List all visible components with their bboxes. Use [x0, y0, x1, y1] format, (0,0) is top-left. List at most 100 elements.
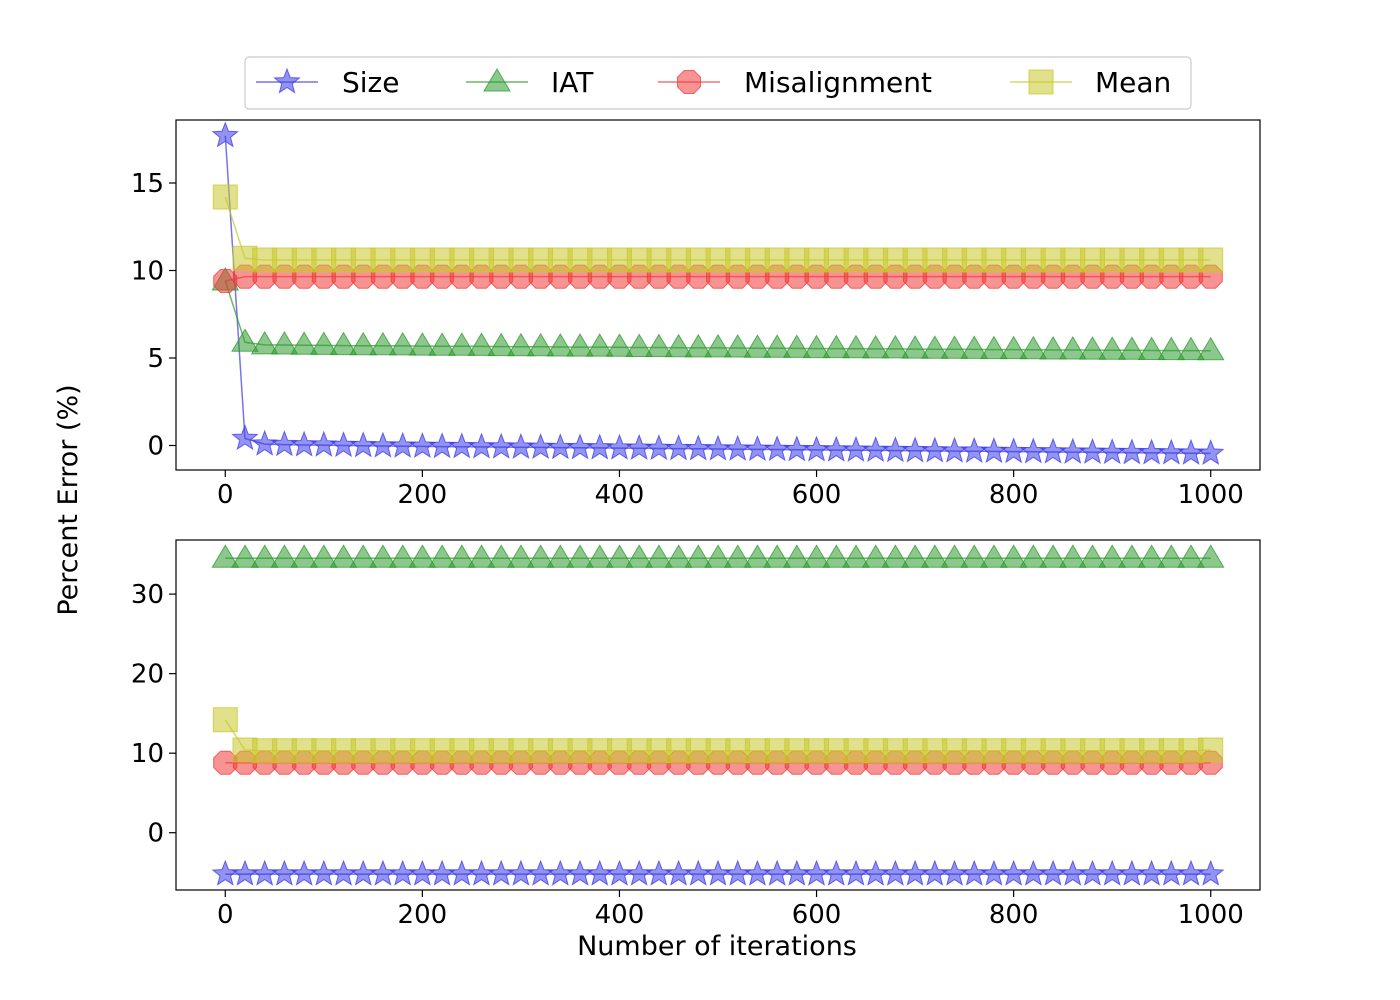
bottom-series-mean: [212, 707, 1224, 764]
legend-marker-misalignment: [677, 70, 701, 94]
bottom-iat-point: [625, 544, 654, 568]
top-iat-point: [782, 334, 811, 358]
top-size-point: [1197, 438, 1225, 466]
bottom-iat-point: [645, 544, 673, 568]
bottom-iat-point: [1118, 544, 1146, 568]
top-iat-point: [487, 332, 516, 357]
top-iat-point: [960, 335, 989, 359]
bottom-y-tick-label: 20: [131, 660, 164, 690]
legend-marker-mean: [1028, 69, 1054, 95]
bottom-iat-point: [1019, 544, 1048, 568]
bottom-mean-point: [212, 707, 238, 733]
top-plot-frame: [175, 119, 1261, 471]
bottom-iat-point: [920, 544, 949, 568]
bottom-iat-point: [1078, 544, 1107, 568]
bottom-iat-point: [211, 544, 240, 568]
bottom-iat-point: [763, 544, 791, 568]
top-y-tick-label: 0: [147, 432, 164, 462]
bottom-iat-point: [467, 544, 496, 568]
bottom-iat-point: [566, 544, 594, 568]
top-iat-point: [743, 334, 772, 358]
top-iat-point: [763, 334, 791, 358]
bottom-iat-point: [980, 544, 1008, 568]
bottom-iat-point: [369, 544, 397, 568]
top-series-iat: [211, 267, 1225, 361]
bottom-iat-point: [1098, 544, 1127, 568]
bottom-iat-point: [901, 544, 929, 568]
bottom-iat-point: [861, 544, 890, 568]
bottom-x-tick-label: 0: [217, 900, 234, 930]
top-iat-point: [723, 334, 752, 358]
top-iat-point: [999, 335, 1028, 360]
bottom-iat-point: [487, 544, 516, 568]
top-iat-point: [428, 332, 456, 356]
bottom-iat-point: [1157, 544, 1186, 568]
top-iat-point: [645, 333, 673, 357]
bottom-iat-point: [881, 544, 910, 568]
legend-marker-size: [273, 67, 301, 94]
bottom-size-point: [1197, 859, 1225, 886]
bottom-iat-point: [231, 544, 259, 568]
legend: Size IAT Misalignment Mean: [244, 56, 1192, 110]
top-iat-point: [507, 332, 535, 357]
bottom-y-tick-label: 0: [147, 819, 164, 849]
top-iat-point: [940, 335, 969, 359]
bottom-x-tick-label: 400: [595, 900, 645, 930]
bottom-panel: 0 200 400 600 800 1000 0 10 20 30: [131, 539, 1261, 930]
top-iat-point: [1177, 336, 1205, 361]
top-iat-point: [861, 334, 890, 359]
bottom-iat-point: [743, 544, 772, 568]
top-iat-point: [664, 333, 693, 358]
top-y-tick-label: 15: [131, 169, 164, 199]
top-y-tick-label: 5: [147, 344, 164, 374]
top-iat-point: [1137, 336, 1166, 360]
bottom-iat-point: [388, 544, 417, 568]
bottom-iat-point: [309, 544, 338, 568]
bottom-iat-point: [507, 544, 535, 568]
top-iat-point: [290, 331, 318, 355]
top-iat-point: [1058, 336, 1087, 360]
bottom-x-tick-label: 600: [792, 900, 842, 930]
legend-label-size: Size: [342, 66, 399, 99]
legend-label-iat: IAT: [551, 66, 594, 99]
bottom-mean-point: [1178, 738, 1204, 764]
bottom-iat-point: [842, 544, 870, 568]
top-iat-point: [447, 332, 476, 356]
top-iat-point: [980, 335, 1008, 360]
bottom-iat-point: [664, 544, 693, 568]
y-axis-title: Percent Error (%): [53, 384, 84, 615]
top-iat-point: [408, 332, 437, 356]
bottom-iat-point: [822, 544, 851, 568]
top-iat-point: [1118, 336, 1146, 360]
bottom-iat-point: [1039, 544, 1067, 568]
bottom-iat-point: [428, 544, 456, 568]
top-iat-point: [684, 333, 713, 358]
top-iat-point: [704, 333, 732, 358]
legend-label-misalignment: Misalignment: [744, 66, 932, 99]
bottom-x-tick-label: 1000: [1178, 900, 1244, 930]
top-x-tick-label: 400: [595, 480, 645, 510]
top-iat-point: [1078, 336, 1107, 360]
bottom-series-size: [211, 859, 1225, 886]
bottom-x-tick-label: 800: [989, 900, 1039, 930]
top-iat-point: [546, 333, 575, 357]
bottom-iat-point: [1058, 544, 1087, 568]
top-iat-point: [1039, 336, 1067, 360]
bottom-iat-point: [704, 544, 732, 568]
top-iat-point: [388, 331, 417, 356]
bottom-iat-point: [940, 544, 969, 568]
top-iat-point: [526, 332, 555, 357]
bottom-iat-point: [1137, 544, 1166, 568]
top-iat-point: [1098, 336, 1127, 360]
x-axis-title: Number of iterations: [577, 931, 857, 962]
top-iat-point: [566, 333, 594, 357]
bottom-series-iat: [211, 544, 1225, 568]
top-size-point: [211, 121, 239, 148]
top-iat-point: [585, 333, 614, 357]
top-iat-point: [802, 334, 831, 359]
top-series-size: [211, 121, 1225, 466]
top-iat-point: [231, 328, 259, 352]
bottom-iat-point: [960, 544, 989, 568]
